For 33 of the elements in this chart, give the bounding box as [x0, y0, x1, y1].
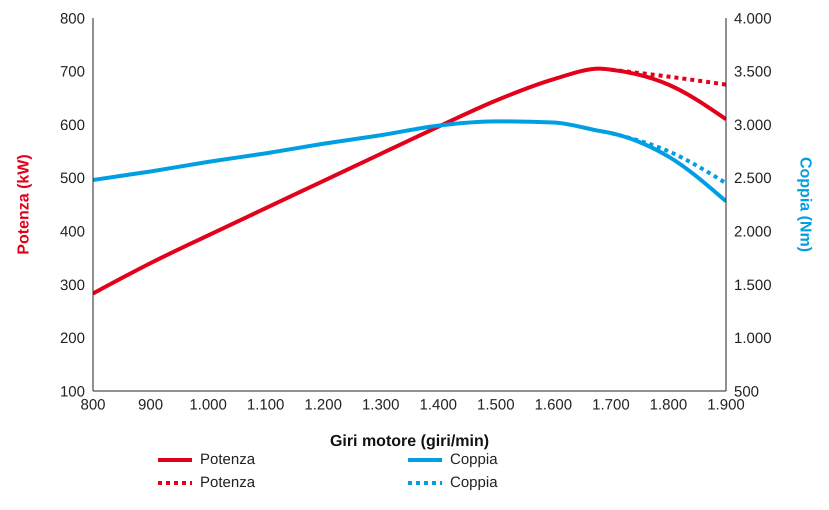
x-tick-label: 1.000 — [189, 396, 227, 414]
y-tick-label: 800 — [60, 10, 85, 28]
y2-tick-label: 3.500 — [734, 64, 772, 81]
x-tick-label: 1.500 — [477, 396, 515, 414]
x-tick-label: 1.700 — [592, 396, 630, 414]
legend-label: Potenza — [200, 451, 256, 468]
x-tick-label: 1.400 — [420, 396, 458, 414]
x-axis-title: Giri motore (giri/min) — [330, 433, 490, 450]
y-tick-label: 400 — [60, 223, 85, 240]
y2-tick-label: 3.000 — [734, 116, 772, 134]
y-tick-label: 200 — [60, 330, 85, 348]
y2-tick-label: 1.000 — [734, 330, 772, 348]
y-tick-label: 500 — [60, 170, 85, 188]
x-tick-label: 1.800 — [650, 396, 688, 414]
y2-tick-label: 1.500 — [734, 276, 772, 294]
x-tick-label: 1.100 — [246, 396, 284, 414]
x-tick-label: 1.200 — [304, 396, 342, 414]
x-tick-label: 1.600 — [534, 396, 572, 414]
line-series — [93, 66, 726, 296]
line-series — [93, 119, 726, 204]
y2-tick-label: 4.000 — [734, 10, 772, 28]
y2-tick-label: 2.000 — [734, 223, 772, 240]
y-tick-label: 300 — [60, 276, 85, 294]
y2-tick-label: 2.500 — [734, 170, 772, 188]
legend-label: Coppia — [450, 474, 498, 491]
legend-label: Coppia — [450, 451, 498, 468]
y2-axis-title: Coppia (Nm) — [796, 156, 814, 252]
x-tick-label: 1.300 — [362, 396, 400, 414]
x-tick-label: 900 — [138, 396, 164, 414]
legend-label: Potenza — [200, 474, 256, 491]
y-tick-label: 600 — [60, 116, 85, 134]
y-tick-label: 700 — [60, 64, 85, 81]
y-axis-title: Potenza (kW) — [16, 154, 33, 255]
